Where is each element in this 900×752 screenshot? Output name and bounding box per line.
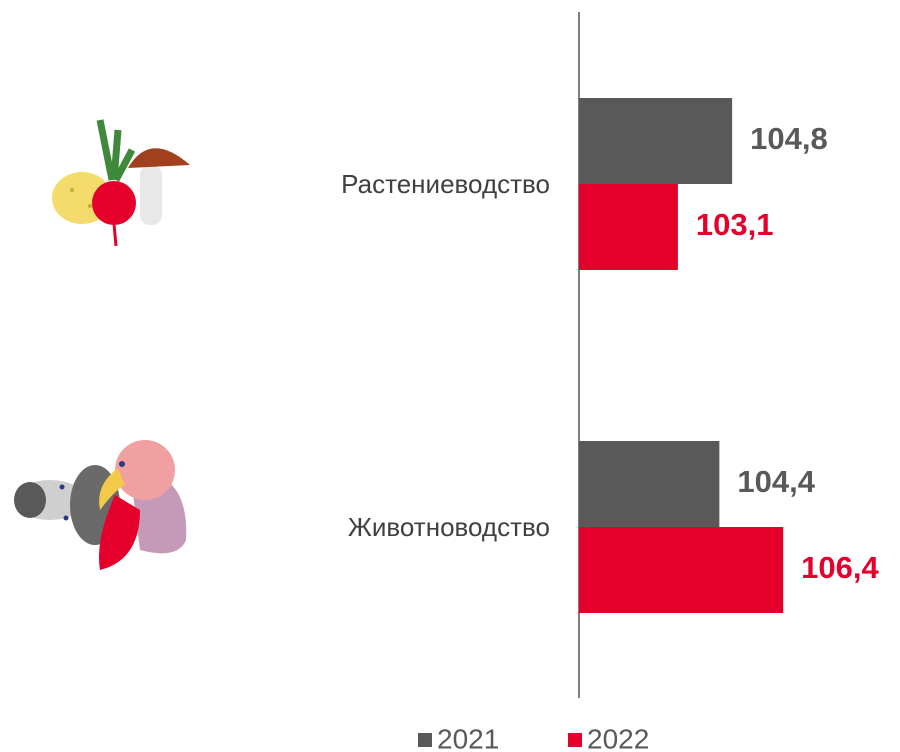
category-label: Растениеводство (341, 169, 550, 199)
value-label: 104,8 (750, 121, 828, 156)
legend-label: 2022 (587, 723, 649, 752)
legend-swatch (418, 733, 432, 747)
value-label: 106,4 (801, 550, 879, 585)
animals-icon (14, 440, 187, 570)
legend-swatch (568, 733, 582, 747)
bar (579, 98, 733, 184)
category-label: Животноводство (348, 512, 550, 542)
value-label: 103,1 (696, 207, 774, 242)
legend-label: 2021 (437, 723, 499, 752)
bar (579, 441, 720, 527)
bar (579, 527, 784, 613)
vegetables-icon (52, 119, 190, 247)
bar (579, 184, 678, 270)
value-label: 104,4 (737, 464, 815, 499)
